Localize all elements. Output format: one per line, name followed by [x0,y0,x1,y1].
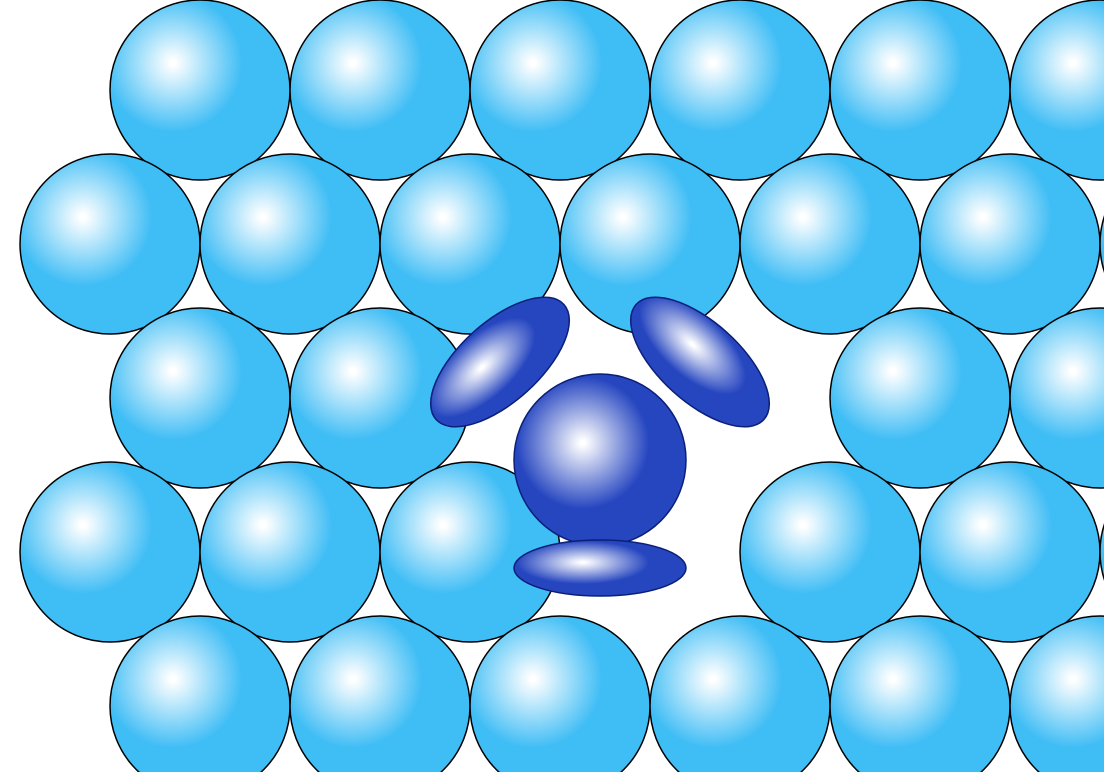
lattice-sphere [200,462,380,642]
lattice-sphere [20,154,200,334]
lattice-sphere [830,0,1010,180]
lattice-sphere [830,616,1010,772]
defect-center-sphere [514,374,686,546]
lattice-sphere [650,0,830,180]
lattice-sphere [740,462,920,642]
lattice-sphere [470,0,650,180]
lattice-sphere [290,0,470,180]
lattice-sphere [920,462,1100,642]
lattice-sphere [740,154,920,334]
lattice-sphere [650,616,830,772]
lattice-sphere [290,616,470,772]
lattice-sphere [110,616,290,772]
lattice-sphere [470,616,650,772]
lattice-sphere [200,154,380,334]
lattice-sphere [110,308,290,488]
lattice-sphere [1010,308,1104,488]
lattice-sphere [20,462,200,642]
lattice-defect-diagram [0,0,1104,772]
lattice-sphere [110,0,290,180]
lattice-sphere [1100,154,1104,334]
lattice-sphere [1010,0,1104,180]
lattice-sphere [1100,462,1104,642]
lattice-sphere [920,154,1100,334]
defect-petal [514,540,686,596]
lattice-sphere [830,308,1010,488]
